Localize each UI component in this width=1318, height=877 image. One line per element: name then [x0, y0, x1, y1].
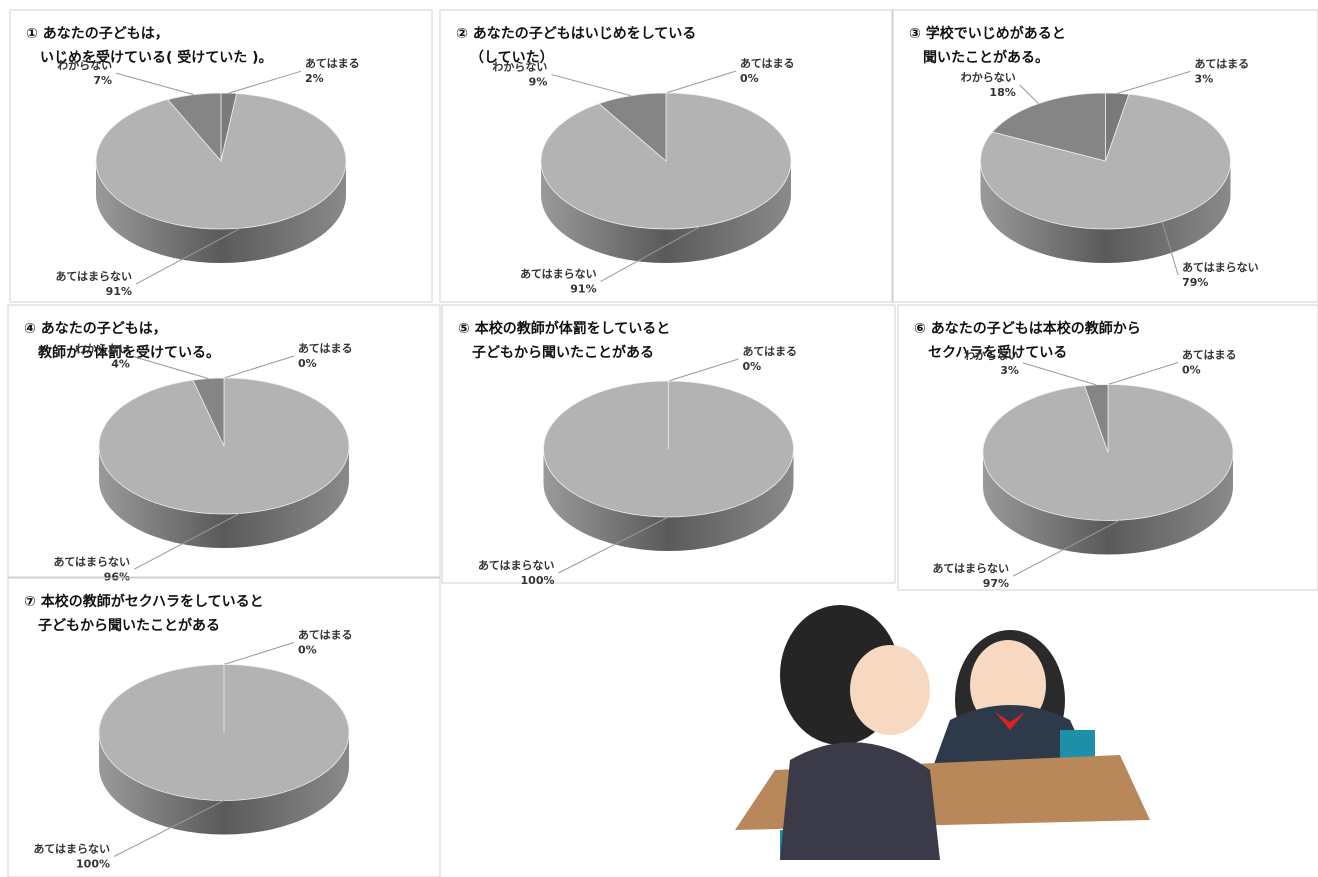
chart-title: ① あなたの子どもは， — [26, 26, 169, 42]
pie-slice — [99, 665, 349, 801]
leader-line — [1117, 71, 1190, 93]
slice-value: 0% — [298, 644, 317, 657]
leader-line — [669, 359, 739, 381]
slice-category: わからない — [961, 71, 1016, 84]
chart-title: 子どもから聞いたことがある — [38, 617, 220, 634]
slice-value: 2% — [305, 72, 324, 85]
slice-category: あてはまる — [298, 629, 353, 642]
leader-line — [551, 75, 631, 96]
chart-title: ⑥ あなたの子どもは本校の教師から — [914, 320, 1141, 337]
slice-category: あてはまる — [298, 342, 353, 355]
slice-category: あてはまる — [1182, 349, 1237, 362]
slice-category: あてはまらない — [53, 555, 130, 568]
page: ① あなたの子どもは，いじめを受けている( 受けていた )。あてはまる2%あては… — [0, 0, 1318, 877]
chart-title: ⑦ 本校の教師がセクハラをしていると — [24, 593, 264, 610]
slice-category: あてはまる — [1195, 57, 1250, 70]
slice-value: 0% — [740, 72, 759, 85]
slice-value: 3% — [1000, 364, 1019, 377]
slice-value: 91% — [570, 282, 596, 295]
slice-value: 96% — [104, 570, 130, 583]
slice-value: 0% — [743, 360, 762, 373]
chart-panel: ② あなたの子どもはいじめをしている（していた）あてはまる0%あてはまらない91… — [440, 10, 892, 302]
slice-category: あてはまらない — [55, 270, 132, 283]
slice-value: 100% — [76, 858, 110, 871]
leader-line — [229, 71, 301, 93]
leader-line — [224, 643, 294, 665]
slice-value: 100% — [521, 574, 555, 587]
chart-title: 子どもから聞いたことがある — [472, 344, 654, 361]
leader-line — [116, 73, 194, 94]
chart-panel: ⑥ あなたの子どもは本校の教師からセクハラを受けているあてはまる0%あてはまらな… — [898, 305, 1318, 590]
slice-category: あてはまらない — [932, 562, 1009, 575]
slice-category: あてはまる — [740, 57, 795, 70]
slice-value: 4% — [111, 358, 130, 371]
chart-title: ⑤ 本校の教師が体罰をしていると — [458, 320, 670, 337]
slice-category: わからない — [57, 59, 112, 72]
slice-category: わからない — [964, 349, 1019, 362]
chart-title: ④ あなたの子どもは， — [24, 321, 167, 337]
leader-line — [666, 71, 736, 93]
chart-title: 聞いたことがある。 — [923, 49, 1049, 66]
slice-value: 3% — [1195, 72, 1214, 85]
leader-line — [1020, 85, 1039, 104]
slice-value: 79% — [1182, 276, 1208, 289]
slice-category: あてはまる — [743, 345, 798, 358]
slice-value: 7% — [93, 74, 112, 87]
chart-panel: ① あなたの子どもは，いじめを受けている( 受けていた )。あてはまる2%あては… — [10, 10, 432, 302]
slice-value: 91% — [106, 285, 132, 298]
chart-title: ② あなたの子どもはいじめをしている — [456, 26, 696, 42]
chart-title: ③ 学校でいじめがあると — [909, 25, 1066, 42]
slice-value: 0% — [298, 357, 317, 370]
slice-category: わからない — [492, 61, 547, 74]
slice-value: 0% — [1182, 364, 1201, 377]
slice-category: あてはまらない — [478, 559, 555, 572]
slice-category: あてはまらない — [520, 267, 597, 280]
leader-line — [224, 356, 294, 378]
slice-value: 18% — [989, 86, 1015, 99]
chart-panel: ④ あなたの子どもは，教師から体罰を受けている。あてはまる0%あてはまらない96… — [8, 305, 440, 583]
slice-category: あてはまらない — [1182, 261, 1259, 274]
slice-value: 9% — [529, 76, 548, 89]
slice-category: あてはまらない — [33, 843, 110, 856]
illustration — [735, 605, 1150, 860]
leader-line — [1108, 363, 1178, 385]
slice-category: あてはまる — [305, 57, 360, 70]
leader-line — [1023, 363, 1096, 385]
slice-category: わからない — [75, 343, 130, 356]
slice-value: 97% — [983, 577, 1009, 590]
pie-slice — [544, 381, 794, 517]
